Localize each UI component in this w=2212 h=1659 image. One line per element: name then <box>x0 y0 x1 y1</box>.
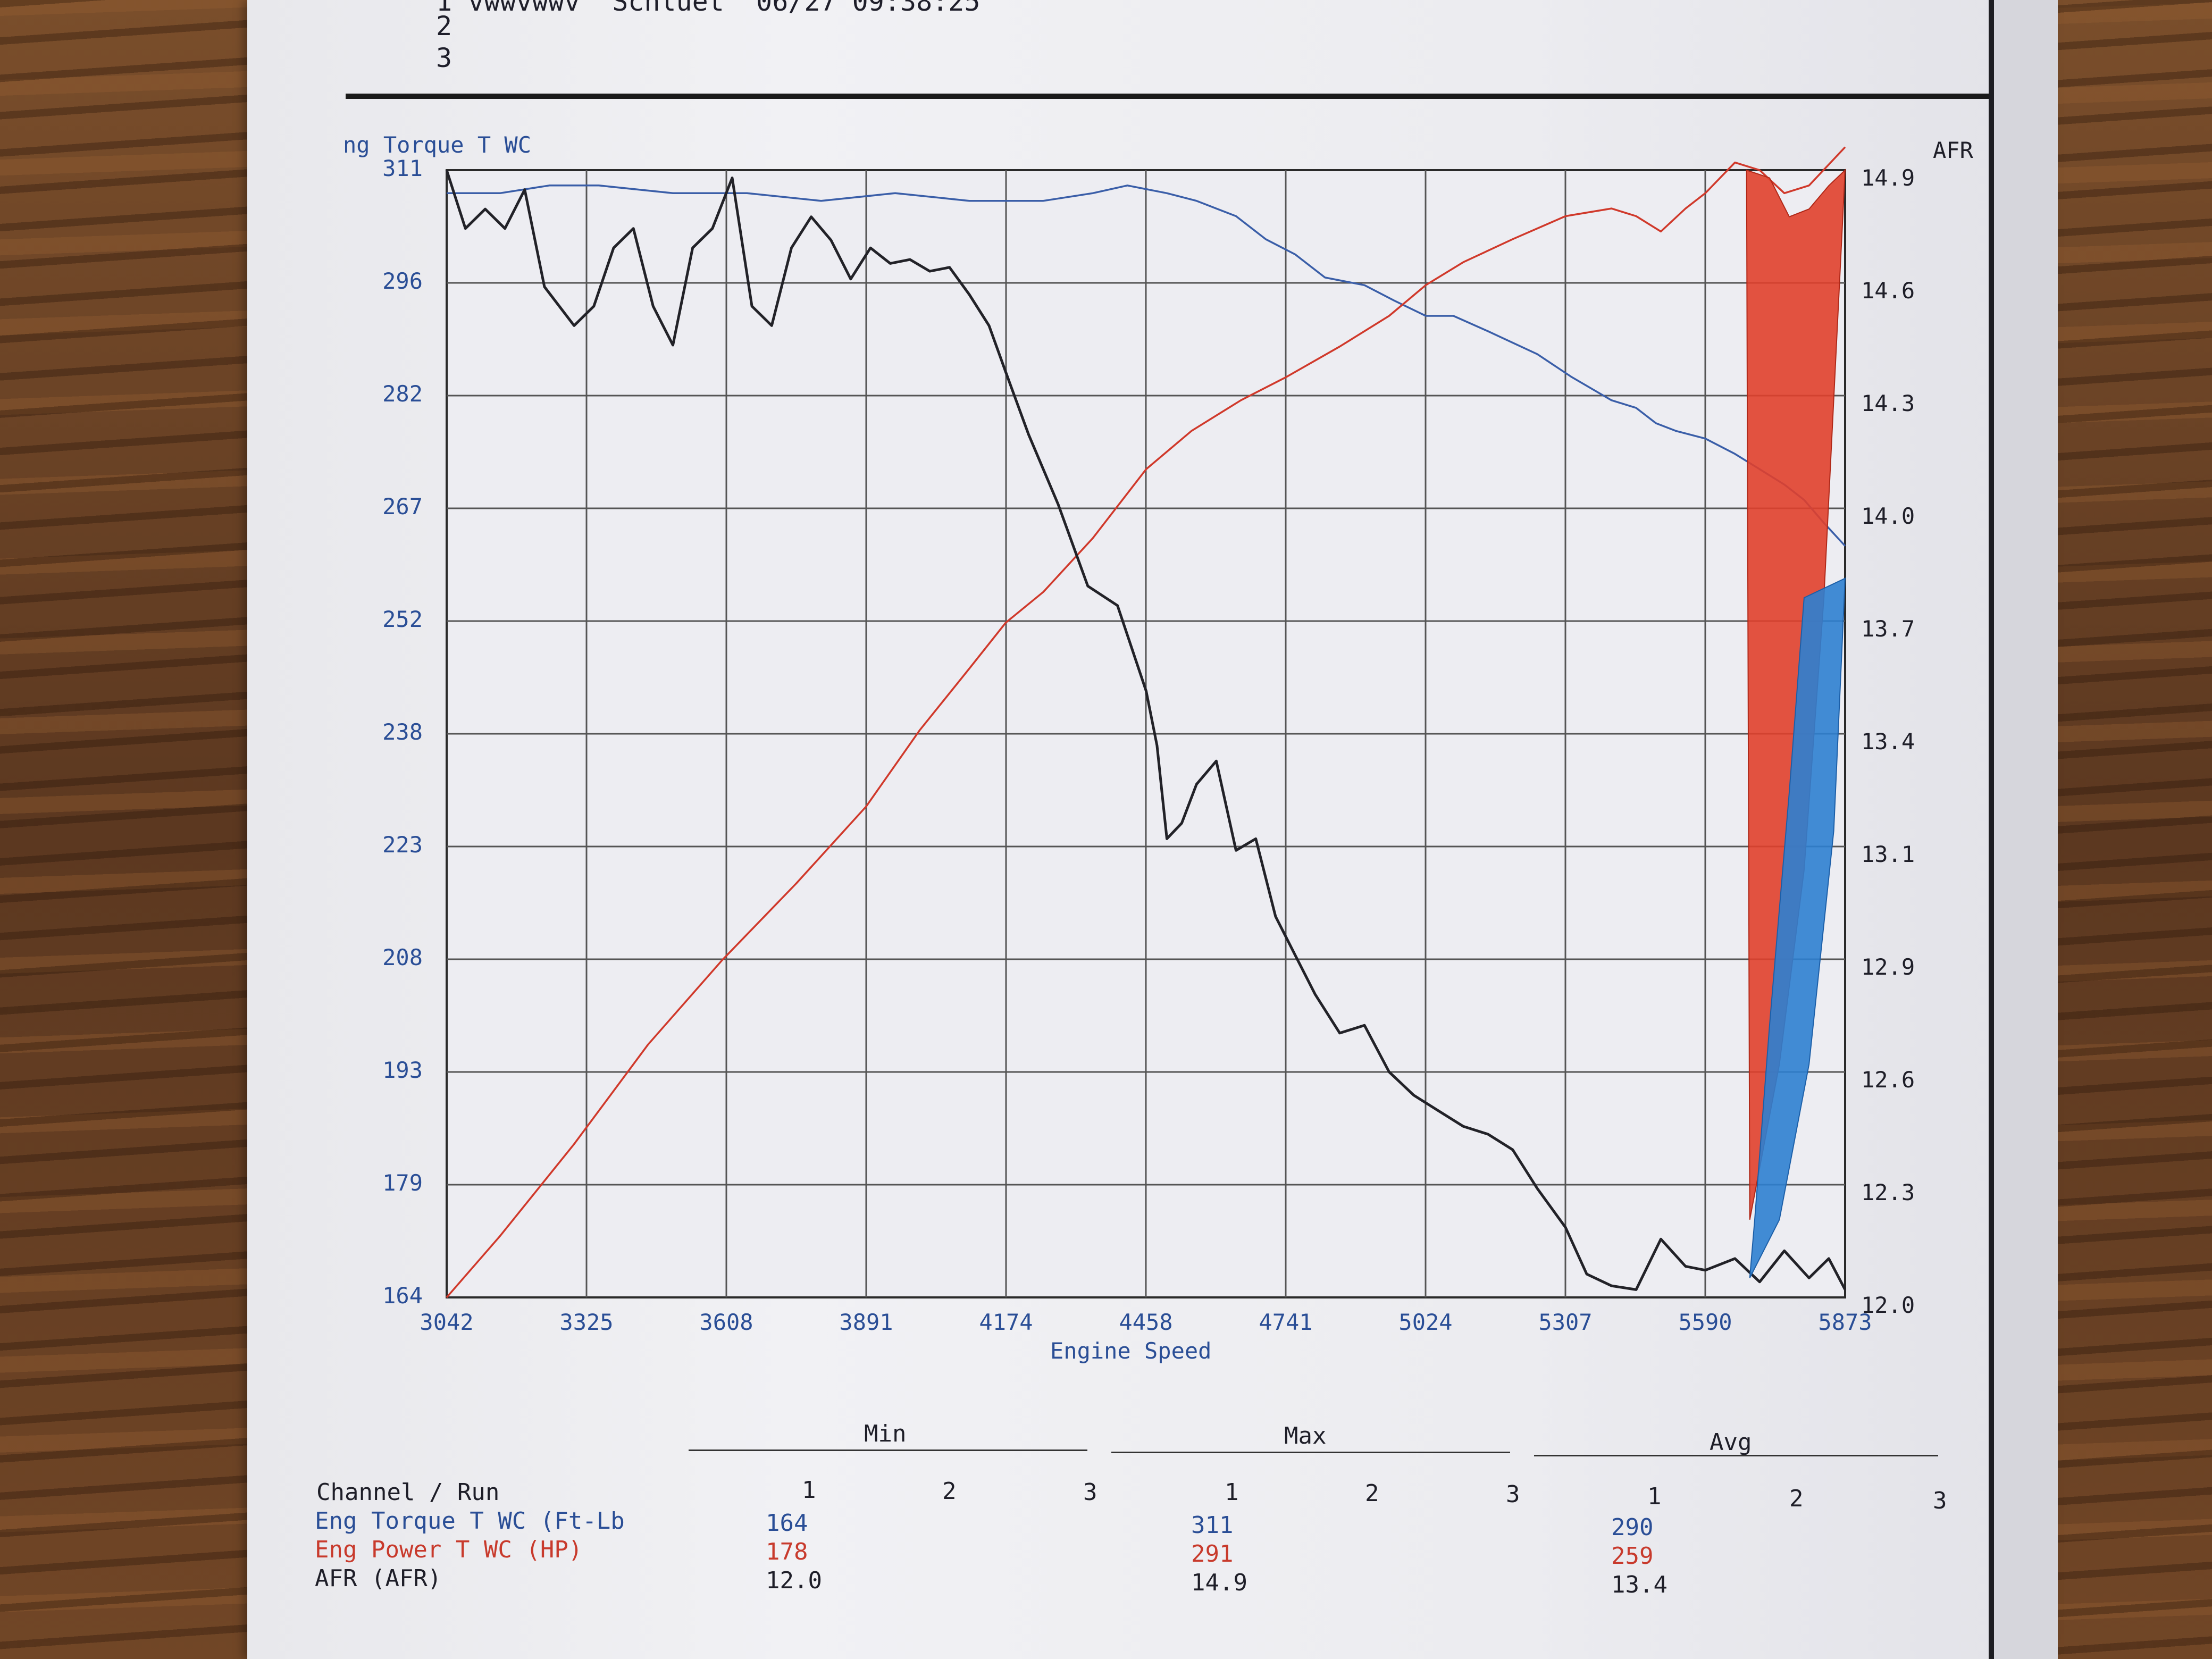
header-run-1: 1 vwwvwwv Schluet 06/27 09:38:25 <box>436 0 981 17</box>
left-tick-label: 179 <box>382 1170 423 1196</box>
summary-avg-cell: 290 <box>1611 1514 1654 1541</box>
min-run-2: 2 <box>942 1478 957 1505</box>
channel-run-header: Channel / Run <box>316 1479 500 1506</box>
summary-avg-cell: 259 <box>1611 1543 1654 1570</box>
right-tick-label: 14.0 <box>1861 503 1915 529</box>
x-tick-label: 3042 <box>420 1309 474 1335</box>
max-run-3: 3 <box>1506 1481 1520 1508</box>
min-run-3: 3 <box>1083 1479 1097 1506</box>
paper-margin <box>1994 0 2058 1659</box>
max-run-2: 2 <box>1365 1480 1379 1507</box>
afr-line <box>445 170 1847 1291</box>
avg-run-3: 3 <box>1933 1487 1947 1514</box>
left-tick-label: 252 <box>382 606 423 632</box>
x-tick-label: 3891 <box>839 1309 893 1335</box>
header-divider <box>346 94 1989 99</box>
x-tick-label: 3608 <box>699 1309 753 1335</box>
max-group-rule <box>1111 1452 1510 1453</box>
x-tick-label: 3325 <box>559 1309 614 1335</box>
summary-min-cell: 12.0 <box>766 1567 822 1594</box>
left-axis-title: ng Torque T WC <box>343 132 532 158</box>
avg-run-2: 2 <box>1789 1485 1804 1512</box>
summary-name-cell: Eng Power T WC (HP) <box>315 1536 583 1563</box>
min-run-1: 1 <box>802 1477 816 1504</box>
power-line <box>446 146 1846 1298</box>
left-tick-label: 238 <box>382 719 423 745</box>
left-tick-label: 282 <box>382 381 423 407</box>
summary-min-cell: 164 <box>766 1510 808 1537</box>
left-tick-label: 193 <box>382 1057 423 1083</box>
max-header: Max <box>1284 1422 1327 1449</box>
summary-min-cell: 178 <box>766 1538 808 1565</box>
min-header: Min <box>864 1420 907 1447</box>
left-tick-label: 296 <box>382 268 423 294</box>
x-axis-title: Engine Speed <box>1050 1338 1212 1364</box>
left-tick-label: 164 <box>382 1283 423 1309</box>
summary-max-cell: 311 <box>1191 1512 1234 1539</box>
right-tick-label: 13.1 <box>1861 841 1915 867</box>
header-run-3: 3 <box>436 43 453 73</box>
left-tick-label: 223 <box>382 832 423 858</box>
summary-max-cell: 291 <box>1191 1540 1234 1568</box>
left-tick-label: 267 <box>382 493 423 520</box>
summary-name-cell: AFR (AFR) <box>315 1565 442 1592</box>
x-tick-label: 5873 <box>1818 1309 1872 1335</box>
right-tick-label: 14.9 <box>1861 165 1915 191</box>
right-tick-label: 12.9 <box>1861 954 1915 980</box>
avg-header: Avg <box>1710 1429 1752 1456</box>
right-tick-label: 14.3 <box>1861 390 1915 416</box>
right-tick-label: 13.7 <box>1861 616 1915 642</box>
max-run-1: 1 <box>1225 1479 1239 1506</box>
right-tick-label: 14.6 <box>1861 278 1915 304</box>
x-tick-label: 4174 <box>979 1309 1033 1335</box>
avg-group-rule <box>1534 1455 1938 1456</box>
summary-avg-cell: 13.4 <box>1611 1571 1668 1598</box>
right-tick-label: 12.6 <box>1861 1067 1915 1093</box>
avg-run-1: 1 <box>1647 1483 1662 1510</box>
min-group-rule <box>689 1449 1087 1451</box>
x-tick-label: 5307 <box>1538 1309 1593 1335</box>
afr-band-blue <box>1749 577 1846 1278</box>
header-run-2: 2 <box>436 11 453 41</box>
torque-line <box>447 185 1846 547</box>
summary-max-cell: 14.9 <box>1191 1569 1247 1596</box>
x-tick-label: 4741 <box>1259 1309 1313 1335</box>
right-axis-title: AFR <box>1933 137 1973 163</box>
paper-fold-edge <box>1989 0 1994 1659</box>
left-tick-label: 311 <box>382 155 423 181</box>
summary-name-cell: Eng Torque T WC (Ft-Lb <box>315 1507 625 1535</box>
left-tick-label: 208 <box>382 944 423 970</box>
right-tick-label: 13.4 <box>1861 728 1915 755</box>
x-tick-label: 4458 <box>1119 1309 1173 1335</box>
right-tick-label: 12.0 <box>1861 1292 1915 1318</box>
x-tick-label: 5590 <box>1678 1309 1732 1335</box>
right-tick-label: 12.3 <box>1861 1179 1915 1205</box>
x-tick-label: 5024 <box>1398 1309 1453 1335</box>
